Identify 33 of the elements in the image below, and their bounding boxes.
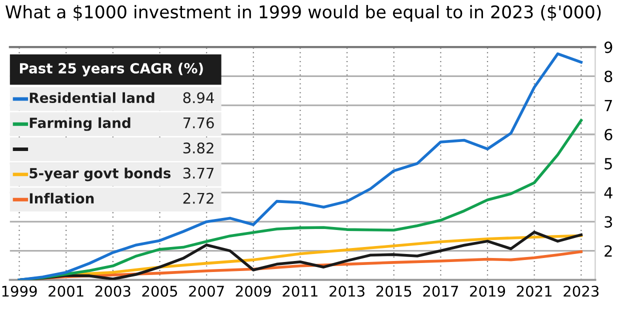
x-tick-label: 2017 (423, 286, 458, 297)
legend-label: Inflation (30, 192, 94, 204)
x-tick-label: 2023 (564, 286, 599, 297)
x-tick-label: 2019 (470, 286, 506, 297)
legend-label: Residential land (30, 92, 154, 104)
x-tick-label: 2009 (236, 286, 271, 297)
y-tick-label: 9 (604, 42, 612, 54)
x-tick-label: 2007 (189, 286, 224, 297)
x-tick-label: 2011 (282, 286, 318, 297)
legend-label: 5-year govt bonds (30, 168, 171, 182)
annotation: 3.77 (183, 168, 214, 179)
annotation: 7.76 (183, 117, 214, 128)
x-tick-label: 2001 (48, 286, 84, 297)
y-tick-label: 3 (604, 216, 612, 228)
chart-title: What a $1000 investment in 1999 would be equal to in 2023 ($'000) (6, 5, 601, 22)
x-tick-label: 2015 (376, 286, 412, 297)
x-tick-label: 2013 (330, 286, 364, 297)
line-series (18, 52, 583, 280)
y-tick-label: 5 (604, 158, 612, 170)
y-tick-label: 7 (604, 100, 612, 112)
legend-title: Past 25 years CAGR (%) (20, 62, 203, 76)
x-tick-label: 2005 (142, 286, 178, 297)
annotation: 8.94 (183, 92, 214, 104)
y-tick-label: 4 (604, 187, 612, 198)
y-tick-label: 8 (604, 70, 612, 82)
annotation: 3.82 (183, 142, 214, 154)
y-tick-label: 2 (604, 245, 612, 257)
legend-label: Farming land (30, 117, 130, 131)
annotation: 2.72 (183, 192, 214, 204)
y-tick-label: 6 (604, 128, 612, 140)
x-tick-label: 2021 (516, 286, 552, 297)
x-tick-label: 2003 (95, 286, 130, 297)
x-tick-label: 1999 (2, 286, 37, 297)
